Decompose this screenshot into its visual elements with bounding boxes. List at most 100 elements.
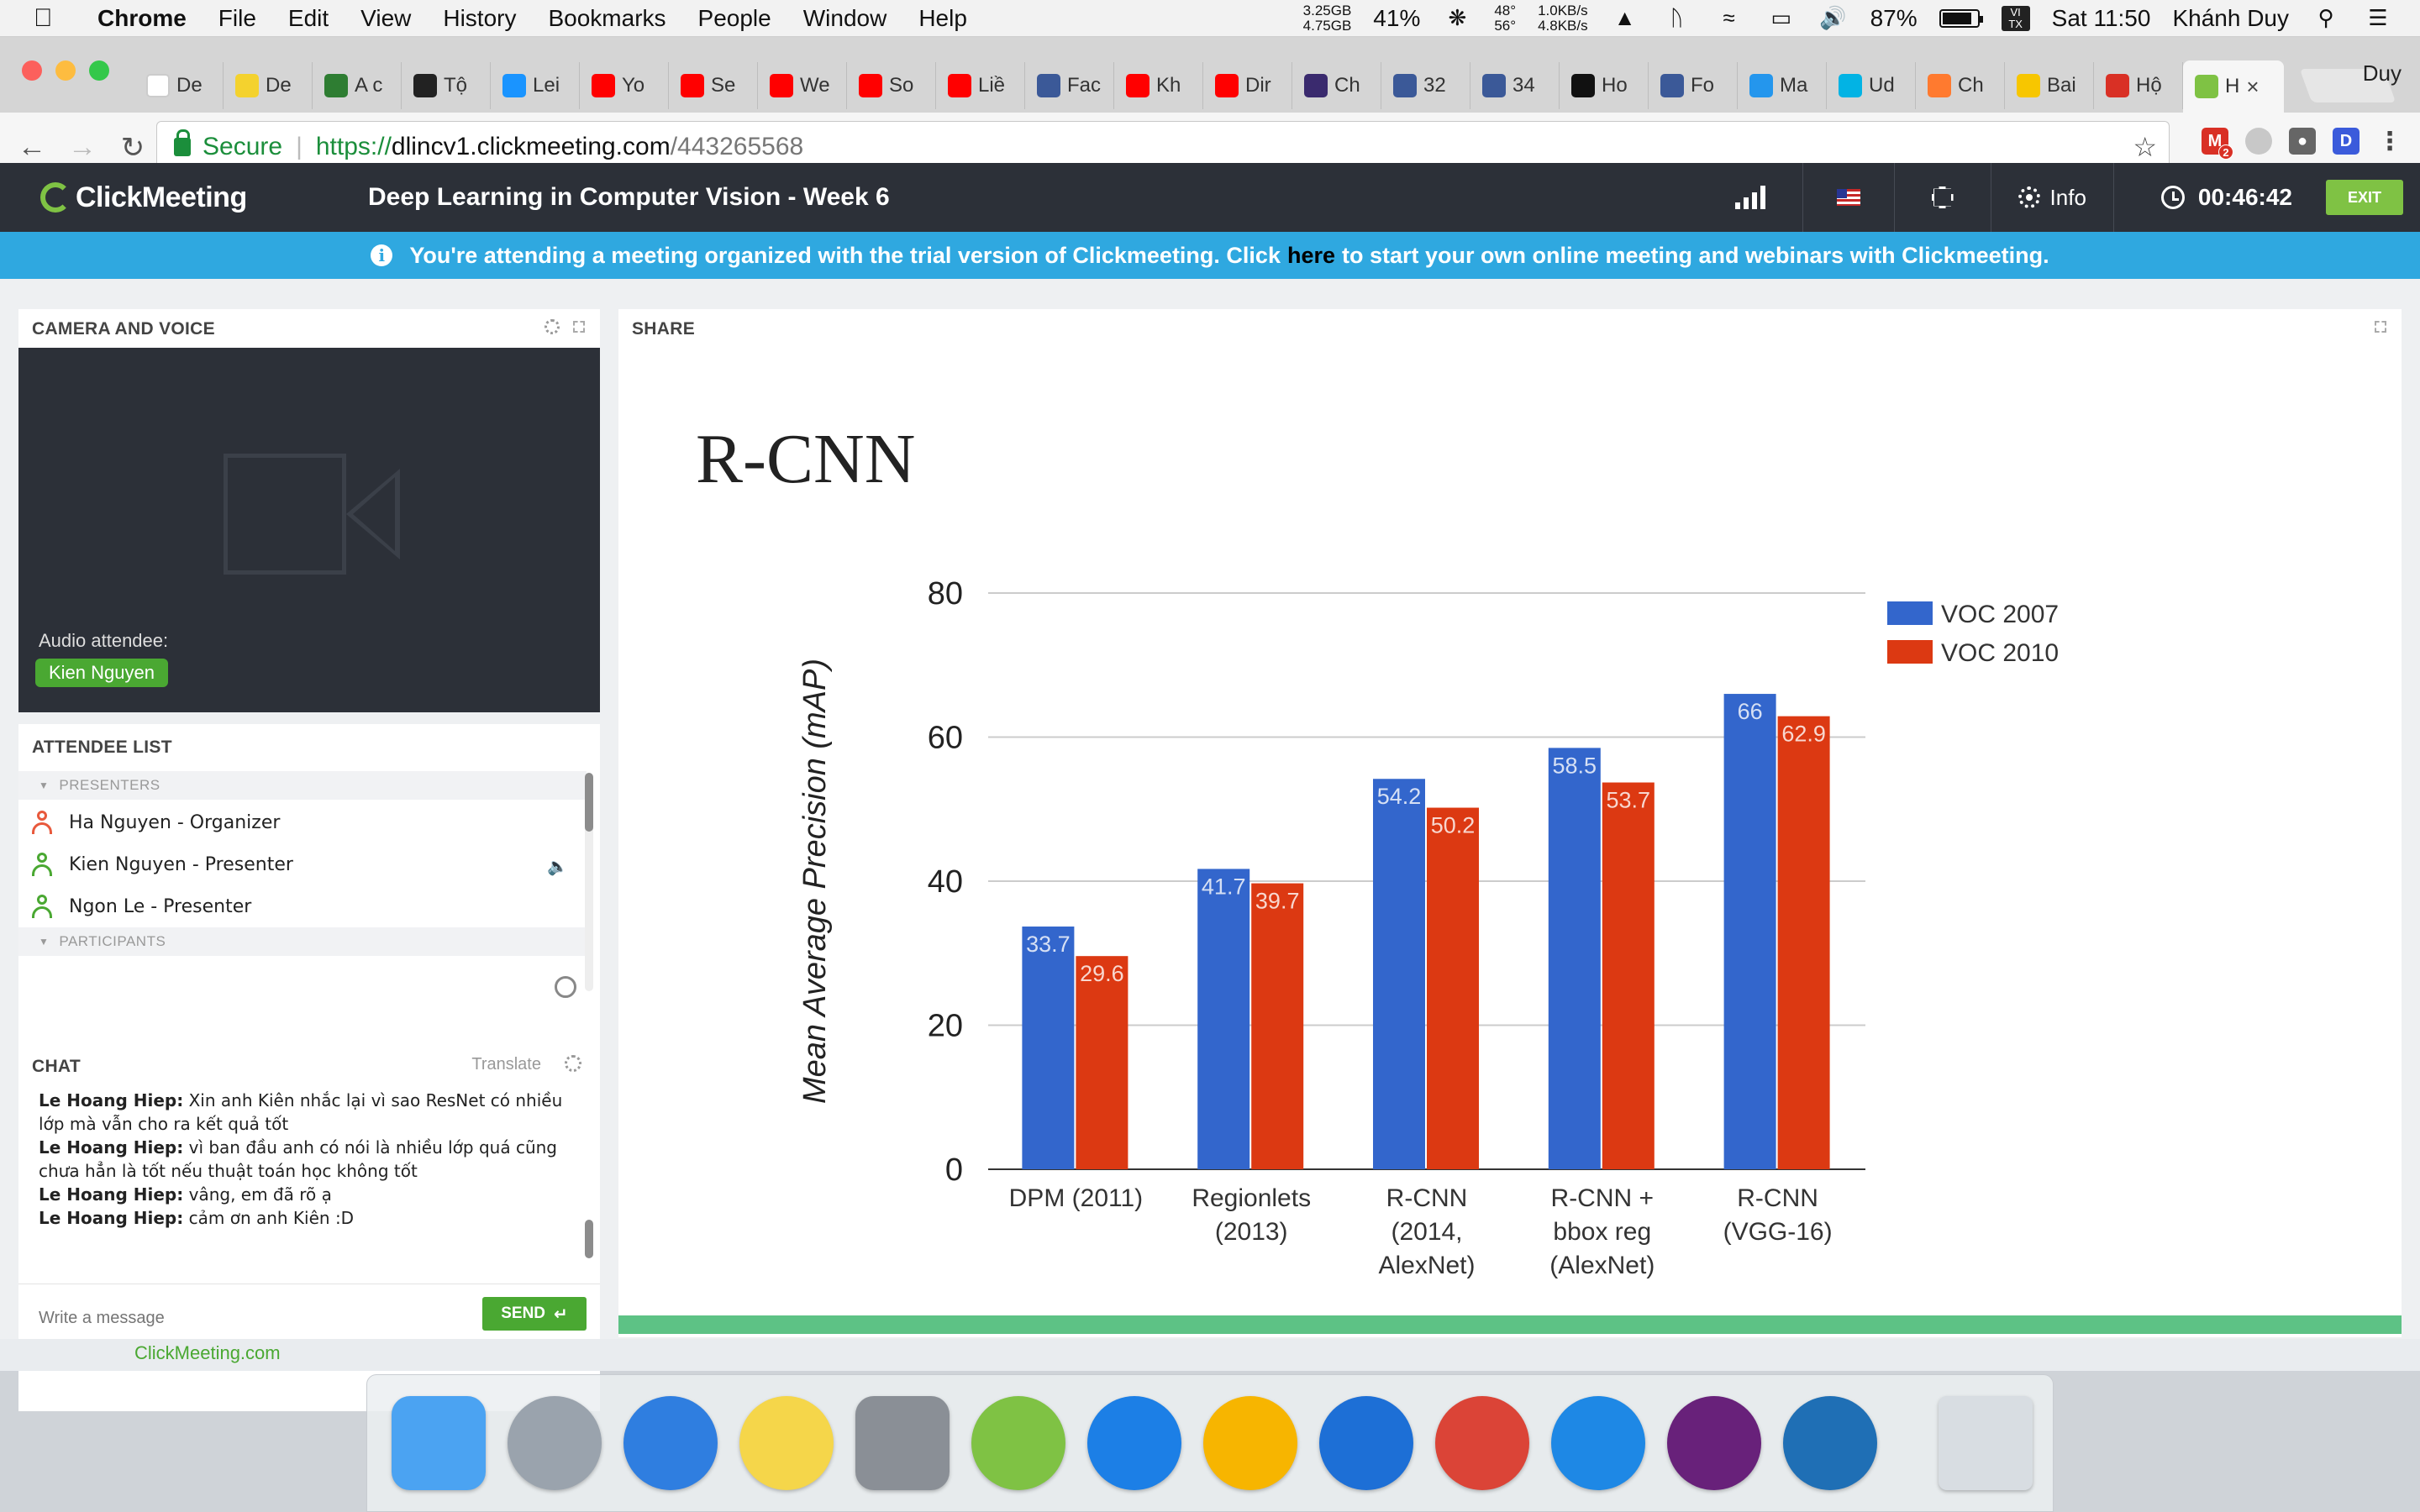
share-expand-icon[interactable]: [2373, 319, 2388, 334]
d-extension-icon[interactable]: D: [2333, 128, 2360, 155]
zoom-window-button[interactable]: [89, 60, 109, 81]
browser-tab[interactable]: Ho: [1560, 62, 1649, 109]
vscode-icon[interactable]: [1783, 1396, 1877, 1490]
attendee-row[interactable]: Ngon Le - Presenter: [18, 885, 587, 927]
volume-icon[interactable]: 🔊: [1819, 5, 1847, 30]
notification-center-icon[interactable]: ☰: [2368, 5, 2388, 30]
chat-message-input[interactable]: [39, 1304, 476, 1332]
android-studio-icon[interactable]: [971, 1396, 1065, 1490]
fan-icon[interactable]: ❋: [1448, 5, 1467, 30]
browser-tab[interactable]: Yo: [580, 62, 669, 109]
browser-tab[interactable]: 32: [1381, 62, 1470, 109]
profile-name[interactable]: Duy: [2362, 60, 2402, 86]
clock[interactable]: Sat 11:50: [2051, 4, 2151, 31]
extension-circle-icon[interactable]: [2245, 128, 2272, 155]
menu-bookmarks[interactable]: Bookmarks: [548, 4, 666, 31]
translate-button[interactable]: Translate: [471, 1055, 541, 1074]
browser-tab[interactable]: Ch: [1292, 62, 1381, 109]
browser-tab[interactable]: Bai: [2005, 62, 2094, 109]
browser-tab[interactable]: Ud: [1827, 62, 1916, 109]
close-tab-icon[interactable]: ×: [2246, 73, 2260, 99]
app-menu[interactable]: Chrome: [97, 4, 187, 31]
notes-icon[interactable]: [739, 1396, 834, 1490]
participants-group[interactable]: ▼ PARTICIPANTS: [18, 927, 587, 956]
bluetooth-icon[interactable]: ᚢ: [1670, 5, 1684, 30]
finder-icon[interactable]: [392, 1396, 486, 1490]
wifi-icon[interactable]: ≈: [1723, 5, 1735, 30]
system-preferences-icon[interactable]: [855, 1396, 950, 1490]
attendee-scrollbar[interactable]: [585, 773, 593, 991]
memory-monitor[interactable]: 3.25GB 4.75GB: [1303, 3, 1352, 34]
menu-history[interactable]: History: [443, 4, 517, 31]
forward-button[interactable]: →: [68, 131, 97, 163]
menu-edit[interactable]: Edit: [287, 4, 329, 31]
exit-button[interactable]: EXIT: [2326, 180, 2403, 215]
close-window-button[interactable]: [22, 60, 42, 81]
browser-tab[interactable]: Lei: [491, 62, 580, 109]
menu-help[interactable]: Help: [918, 4, 967, 31]
browser-tab[interactable]: De: [224, 62, 313, 109]
banner-link[interactable]: here: [1286, 242, 1336, 268]
browser-tab[interactable]: 34: [1470, 62, 1560, 109]
browser-tab[interactable]: Fo: [1649, 62, 1738, 109]
xcode-icon[interactable]: [1087, 1396, 1181, 1490]
reload-button[interactable]: ↻: [120, 131, 145, 164]
language-flag-icon[interactable]: [1836, 189, 1860, 206]
menu-people[interactable]: People: [697, 4, 771, 31]
battery-percent[interactable]: 87%: [1870, 4, 1918, 31]
menu-window[interactable]: Window: [802, 4, 887, 31]
menu-view[interactable]: View: [360, 4, 412, 31]
browser-tab[interactable]: Hộ: [2094, 62, 2183, 109]
browser-tab[interactable]: Se: [669, 62, 758, 109]
input-source-icon[interactable]: VI TX: [2001, 5, 2030, 31]
lightbulb-extension-icon[interactable]: ●: [2289, 128, 2316, 155]
cpu-usage[interactable]: 41%: [1373, 4, 1421, 31]
emoji-icon[interactable]: [555, 976, 576, 998]
attendee-row[interactable]: Ha Nguyen - Organizer: [18, 801, 587, 843]
launchpad-icon[interactable]: [508, 1396, 602, 1490]
browser-tab[interactable]: Tộ: [402, 62, 491, 109]
browser-tab[interactable]: A c: [313, 62, 402, 109]
airplay-icon[interactable]: ▲: [1613, 5, 1636, 30]
attendee-row[interactable]: Kien Nguyen - Presenter 🔈: [18, 843, 587, 885]
presenters-group[interactable]: ▼ PRESENTERS: [18, 771, 587, 800]
browser-tab[interactable]: Kh: [1114, 62, 1203, 109]
browser-tab[interactable]: So: [847, 62, 936, 109]
browser-tab[interactable]: H ×: [2183, 60, 2284, 113]
sketch-icon[interactable]: [1203, 1396, 1297, 1490]
battery-icon[interactable]: [1939, 8, 1983, 28]
browser-tab[interactable]: De: [134, 62, 224, 109]
send-button[interactable]: SEND ↵: [482, 1297, 587, 1331]
back-button[interactable]: ←: [18, 131, 46, 163]
browser-tab[interactable]: Ch: [1916, 62, 2005, 109]
chat-scrollbar[interactable]: [585, 1220, 593, 1258]
chrome-menu-icon[interactable]: ⋮: [2377, 127, 2402, 155]
display-icon[interactable]: ▭: [1770, 5, 1791, 30]
browser-tab[interactable]: Ma: [1738, 62, 1827, 109]
user-name[interactable]: Khánh Duy: [2172, 4, 2289, 31]
menu-file[interactable]: File: [218, 4, 256, 31]
camera-expand-icon[interactable]: [571, 319, 587, 334]
footer-link[interactable]: ClickMeeting.com: [134, 1342, 281, 1363]
spotlight-icon[interactable]: ⚲: [2317, 5, 2334, 30]
info-button[interactable]: Info: [2018, 185, 2086, 211]
browser-tab[interactable]: Fac: [1025, 62, 1114, 109]
pinpoint-icon[interactable]: [1551, 1396, 1645, 1490]
browser-tab[interactable]: We: [758, 62, 847, 109]
browser-tab[interactable]: Liề: [936, 62, 1025, 109]
fullscreen-icon[interactable]: [1928, 183, 1957, 212]
chrome-icon[interactable]: [1435, 1396, 1529, 1490]
browser-tab[interactable]: Dir: [1203, 62, 1292, 109]
minimize-window-button[interactable]: [55, 60, 76, 81]
camera-settings-icon[interactable]: [544, 319, 560, 334]
vmware-icon[interactable]: [1319, 1396, 1413, 1490]
connection-signal-icon[interactable]: [1734, 186, 1769, 209]
visual-studio-icon[interactable]: [1667, 1396, 1761, 1490]
chat-settings-icon[interactable]: [565, 1055, 581, 1072]
network-monitor[interactable]: 1.0KB/s 4.8KB/s: [1538, 3, 1588, 34]
itunes-icon[interactable]: [623, 1396, 718, 1490]
bookmark-star-icon[interactable]: ☆: [2133, 132, 2157, 162]
trash-icon[interactable]: [1939, 1396, 2033, 1490]
temperature-monitor[interactable]: 48° 56°: [1494, 3, 1516, 34]
